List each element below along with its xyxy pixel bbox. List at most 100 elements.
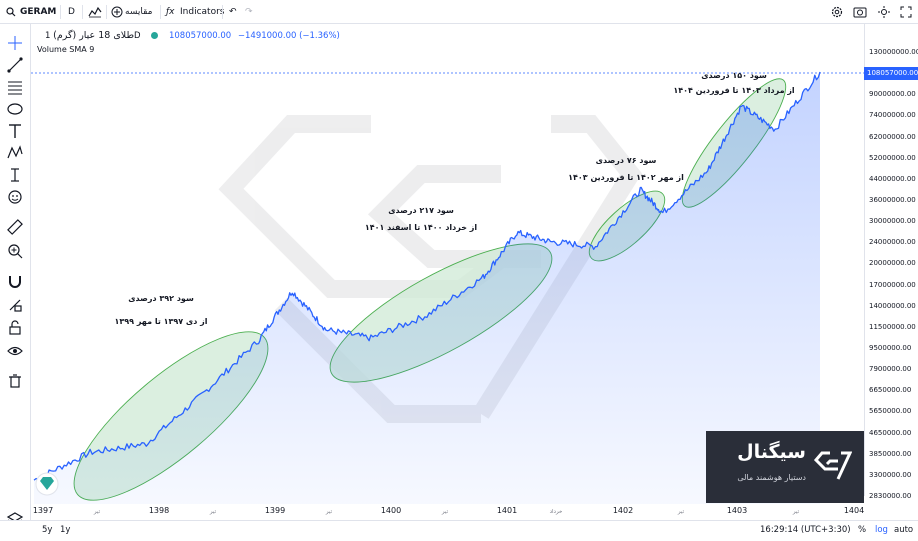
- time-axis-label: 1404: [843, 506, 865, 515]
- camera-icon[interactable]: [853, 3, 867, 21]
- price-axis-label: 14000000.00: [869, 301, 916, 310]
- fullscreen-icon[interactable]: [900, 3, 912, 21]
- symbol-name[interactable]: GERAM: [20, 7, 57, 17]
- annotation-range: از مهر ۱۴۰۲ تا فروردین ۱۴۰۳: [568, 173, 684, 182]
- annotation-range: از دی ۱۳۹۷ تا مهر ۱۳۹۹: [114, 317, 208, 326]
- time-axis-label: 1400: [380, 506, 402, 515]
- top-toolbar: GERAM D مقایسه ƒx Indicators ↶ ↷: [0, 0, 918, 24]
- price-axis[interactable]: 130000000.00110000000.0090000000.0074000…: [864, 24, 918, 500]
- shapes-icon[interactable]: [6, 100, 24, 118]
- price-axis-label: 44000000.00: [869, 174, 916, 183]
- legend-interval: 1D: [45, 31, 141, 41]
- price-axis-label: 130000000.00: [869, 48, 918, 56]
- fib-icon[interactable]: [6, 78, 24, 96]
- brand-name: سیگنال: [737, 441, 806, 463]
- price-axis-label: 24000000.00: [869, 238, 916, 247]
- price-axis-label: 7900000.00: [869, 365, 912, 374]
- price-axis-label: 30000000.00: [869, 217, 916, 226]
- indicators-icon[interactable]: ƒx: [166, 7, 175, 17]
- redo-icon[interactable]: ↷: [245, 7, 253, 17]
- search-icon[interactable]: [6, 3, 16, 21]
- time-axis-label: 1402: [612, 506, 634, 515]
- annotation-2: سود ۲۱۷ درصدی از خرداد ۱۴۰۰ تا اسفند ۱۴۰…: [361, 206, 481, 232]
- price-axis-label: 4650000.00: [869, 428, 912, 437]
- time-axis-minor-label: تیر: [325, 509, 333, 515]
- price-axis-label: 3850000.00: [869, 449, 912, 458]
- interval-button[interactable]: D: [68, 7, 75, 17]
- chart-canvas: [31, 71, 864, 504]
- market-status-icon: [151, 32, 159, 39]
- log-scale-button[interactable]: log: [875, 525, 888, 535]
- annotation-range: از خرداد ۱۴۰۰ تا اسفند ۱۴۰۱: [364, 223, 478, 232]
- emoji-icon[interactable]: [6, 188, 24, 206]
- brand-box: سیگنال دستیار هوشمند مالی: [706, 431, 864, 503]
- indicators-button[interactable]: Indicators: [180, 7, 225, 17]
- trash-icon[interactable]: [6, 372, 24, 390]
- time-axis-minor-label: خرداد: [549, 509, 563, 515]
- eye-icon[interactable]: [6, 342, 24, 360]
- price-axis-label: 3300000.00: [869, 470, 912, 479]
- price-axis-label: 52000000.00: [869, 153, 916, 162]
- time-axis-label: 1397: [32, 506, 54, 515]
- annotation-4: سود ۱۵۰ درصدی از مرداد ۱۴۰۳ تا فروردین ۱…: [669, 71, 799, 95]
- price-axis-label: 5650000.00: [869, 407, 912, 416]
- legend-change: −1491000.00 (−1.36%): [237, 31, 340, 41]
- pattern-icon[interactable]: [6, 144, 24, 162]
- time-axis-minor-label: تیر: [93, 509, 101, 515]
- price-line: [33, 71, 821, 482]
- annotation-title: سود ۳۹۲ درصدی: [128, 294, 194, 303]
- diamond-icon: [35, 472, 59, 496]
- auto-scale-button[interactable]: auto: [894, 525, 914, 535]
- compare-icon[interactable]: [111, 3, 123, 21]
- range-5y-button[interactable]: 5y: [42, 525, 53, 535]
- trend-line-icon[interactable]: [6, 56, 24, 74]
- price-axis-label: 11500000.00: [869, 322, 916, 331]
- price-axis-label: 2830000.00: [869, 492, 912, 500]
- settings-icon[interactable]: [830, 3, 844, 21]
- price-axis-label: 36000000.00: [869, 196, 916, 204]
- chart-style-icon[interactable]: [88, 3, 102, 21]
- lock-icon[interactable]: [6, 319, 24, 337]
- legend-volume[interactable]: Volume SMA 9: [37, 45, 95, 54]
- legend-symbol-row: طلای 18 عیار (گرم) 1D 108057000.00 −1491…: [37, 30, 340, 41]
- annotation-title: سود ۱۵۰ درصدی: [701, 71, 767, 80]
- text-icon[interactable]: [6, 122, 24, 140]
- lock-drawing-icon[interactable]: [6, 296, 24, 314]
- brand-logo-icon: [814, 451, 852, 480]
- price-axis-label: 62000000.00: [869, 132, 916, 141]
- price-axis-label: 20000000.00: [869, 259, 916, 268]
- time-axis-minor-label: تیر: [441, 509, 449, 515]
- range-1y-button[interactable]: 1y: [60, 525, 71, 535]
- crosshair-icon[interactable]: [6, 34, 24, 52]
- drawing-toolbar: [0, 24, 31, 525]
- bottom-bar: 5y 1y 16:29:14 (UTC+3:30) % log auto: [0, 520, 918, 541]
- price-axis-label: 90000000.00: [869, 90, 916, 99]
- clock-timezone[interactable]: 16:29:14 (UTC+3:30): [760, 525, 851, 535]
- brand-subtitle: دستیار هوشمند مالی: [737, 473, 806, 482]
- percent-scale-button[interactable]: %: [858, 525, 867, 535]
- price-axis-label: 9500000.00: [869, 344, 912, 352]
- compare-button[interactable]: مقایسه: [125, 7, 153, 17]
- time-axis-label: 1403: [726, 506, 748, 515]
- magnet-icon[interactable]: [6, 272, 24, 290]
- current-price-label: 108057000.00: [864, 67, 918, 80]
- chart-area[interactable]: طلای 18 عیار (گرم) 1D 108057000.00 −1491…: [31, 24, 864, 520]
- annotation-3: سود ۷۶ درصدی از مهر ۱۴۰۲ تا فروردین ۱۴۰۳: [566, 156, 686, 182]
- time-axis-label: 1398: [148, 506, 170, 515]
- legend-price: 108057000.00: [168, 31, 232, 41]
- time-axis-label: 1401: [496, 506, 518, 515]
- annotation-title: سود ۷۶ درصدی: [595, 156, 657, 165]
- time-axis[interactable]: 1397 1398 1399 1400 1401 1402 1403 1404 تیر تیر تی…: [31, 503, 864, 520]
- zoom-in-icon[interactable]: [6, 242, 24, 260]
- projection-icon[interactable]: [6, 166, 24, 184]
- time-axis-minor-label: تیر: [209, 509, 217, 515]
- price-area-fill: [34, 72, 820, 504]
- legend-title[interactable]: طلای 18 عیار (گرم): [53, 30, 135, 41]
- annotation-1: سود ۳۹۲ درصدی از دی ۱۳۹۷ تا مهر ۱۳۹۹: [111, 294, 211, 326]
- theme-icon[interactable]: [877, 3, 891, 21]
- time-axis-minor-label: تیر: [792, 509, 800, 515]
- undo-icon[interactable]: ↶: [229, 7, 237, 17]
- price-axis-label: 17000000.00: [869, 280, 916, 289]
- ruler-icon[interactable]: [6, 218, 24, 236]
- time-axis-minor-label: تیر: [677, 509, 685, 515]
